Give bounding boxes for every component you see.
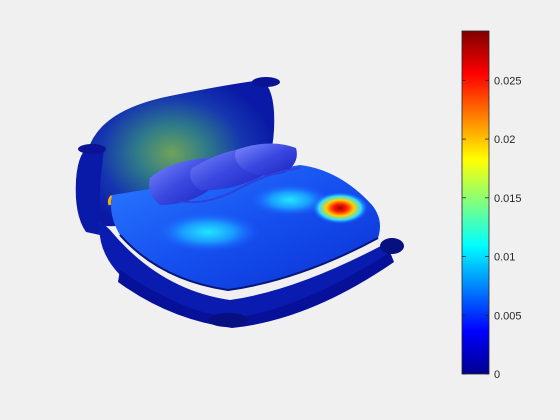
bed-base-front [118,252,394,328]
headboard-side [75,145,104,235]
bed-base [99,220,392,320]
bed-model [75,77,404,328]
blanket-fold [167,167,301,204]
colorbar-tick-label: 0 [494,369,500,381]
colorbar-tick-label: 0.015 [494,193,522,205]
colorbar-tick-label: 0.01 [494,252,515,264]
mattress-hotspot [312,192,368,224]
mattress-cyan-patch-1 [156,212,260,252]
headboard-left-foot [78,144,106,154]
colorbar-tick-label: 0.005 [494,310,522,322]
headboard-right-foot [252,77,280,87]
colorbar-ticks: 0 0.005 0.01 0.015 0.02 0.025 [462,75,522,381]
headboard-edge-glint [107,194,114,206]
colorbar-gradient [461,30,490,375]
pillow-right [235,143,297,176]
mattress-cyan-patch-2 [250,184,330,216]
colorbar: 0 0.005 0.01 0.015 0.02 0.025 [461,30,522,381]
colorbar-tick-label: 0.025 [494,75,522,87]
bed-foot-front [208,313,248,327]
bed-foot-right [380,238,404,254]
mattress-edge [119,234,379,292]
colorbar-tick-label: 0.02 [494,134,515,146]
